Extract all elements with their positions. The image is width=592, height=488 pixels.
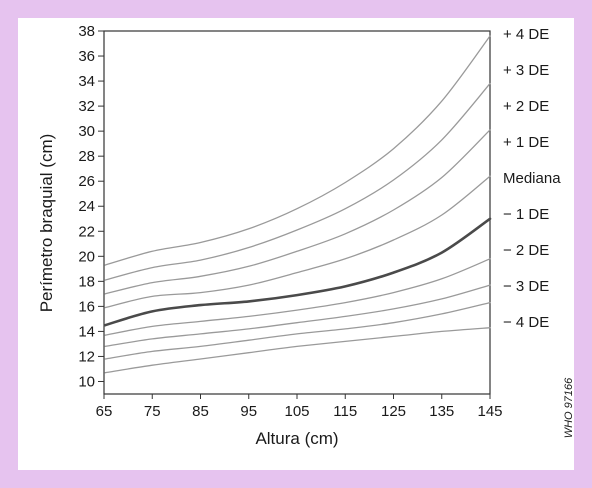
series-label: + 3 DE — [503, 62, 549, 79]
series-line — [104, 129, 491, 295]
series-label: + 2 DE — [503, 98, 549, 115]
series-label: + 4 DE — [503, 26, 549, 43]
y-tick-label: 26 — [78, 173, 95, 190]
x-axis-title: Altura (cm) — [255, 429, 338, 448]
series-label: − 2 DE — [503, 242, 549, 259]
watermark: WHO 97166 — [563, 377, 575, 438]
y-tick-label: 18 — [78, 273, 95, 290]
series-label: − 4 DE — [503, 314, 549, 331]
y-tick-label: 28 — [78, 148, 95, 165]
series-line — [104, 82, 491, 281]
series-line — [103, 217, 492, 327]
series-label: − 3 DE — [503, 278, 549, 295]
x-tick-label: 145 — [477, 403, 502, 420]
y-tick-label: 12 — [78, 348, 95, 365]
y-tick-label: 36 — [78, 48, 95, 65]
y-tick-label: 20 — [78, 248, 95, 265]
y-tick-label: 16 — [78, 298, 95, 315]
series-line — [104, 301, 491, 360]
x-tick-label: 135 — [429, 403, 454, 420]
series-label: − 1 DE — [503, 206, 549, 223]
series-line — [104, 284, 491, 348]
series-line — [104, 258, 491, 336]
y-tick-label: 22 — [78, 223, 95, 240]
y-tick-label: 30 — [78, 123, 95, 140]
x-tick-label: 85 — [192, 403, 209, 420]
series-label: + 1 DE — [503, 134, 549, 151]
y-tick-label: 38 — [78, 23, 95, 40]
y-tick-label: 10 — [78, 373, 95, 390]
plot-frame — [103, 30, 491, 395]
y-axis-title: Perímetro braquial (cm) — [37, 134, 56, 313]
y-tick-label: 34 — [78, 73, 95, 90]
x-tick-label: 115 — [333, 403, 357, 420]
series-line — [104, 35, 491, 266]
x-tick-label: 105 — [284, 403, 309, 420]
x-tick-label: 95 — [240, 403, 257, 420]
x-tick-label: 65 — [96, 403, 113, 420]
series-label: Mediana — [503, 170, 561, 187]
y-tick-label: 32 — [78, 98, 95, 115]
x-tick-label: 125 — [381, 403, 406, 420]
y-tick-label: 14 — [78, 323, 95, 340]
y-tick-label: 24 — [78, 198, 95, 215]
series-line — [104, 175, 491, 309]
x-tick-label: 75 — [144, 403, 161, 420]
series-line — [104, 327, 491, 374]
